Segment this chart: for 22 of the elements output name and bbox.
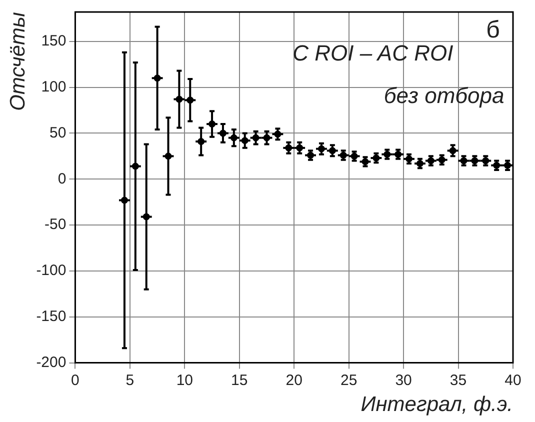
- x-tick-label: 25: [340, 372, 358, 389]
- y-tick-label: -50: [44, 216, 66, 234]
- annotation: без отбора: [384, 82, 504, 108]
- x-tick-label: 40: [504, 372, 522, 389]
- y-tick-label: -200: [36, 354, 66, 371]
- x-tick-label: 35: [450, 372, 467, 389]
- x-tick-label: 20: [286, 372, 302, 389]
- y-tick-label: -150: [36, 308, 66, 326]
- annotation: б: [486, 16, 500, 44]
- x-tick-label: 30: [395, 372, 412, 389]
- y-tick-label: 150: [41, 32, 66, 50]
- x-tick-label: 10: [176, 372, 194, 389]
- x-tick-label: 0: [71, 372, 80, 389]
- y-axis-title: Отсчёты: [6, 11, 30, 111]
- y-tick-label: -100: [36, 262, 66, 280]
- x-tick-label: 15: [231, 372, 248, 389]
- annotation: C ROI – AC ROI: [292, 40, 454, 66]
- y-tick-label: 100: [41, 78, 66, 96]
- x-tick-label: 5: [126, 372, 134, 389]
- y-tick-label: 0: [58, 170, 66, 188]
- x-axis-title: Интеграл, ф.э.: [360, 393, 513, 416]
- y-tick-label: 50: [50, 124, 66, 142]
